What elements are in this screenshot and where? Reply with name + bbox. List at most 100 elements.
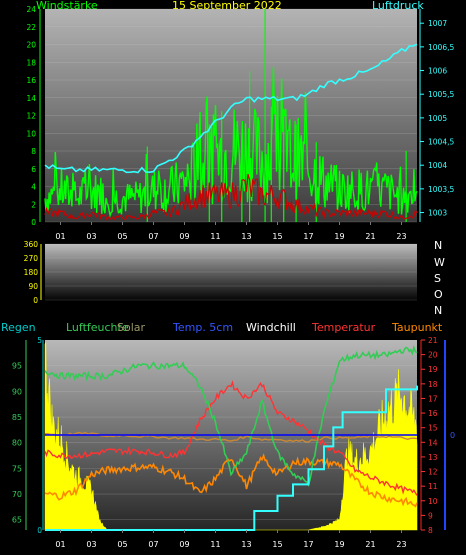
y2-tick-label: 17 xyxy=(428,394,438,403)
chart-date-title: 15 September 2022 xyxy=(172,0,282,12)
wind-series-line xyxy=(44,67,418,218)
x-tick-label: 17 xyxy=(303,540,313,549)
x-tick-label: 15 xyxy=(272,540,282,549)
x-tick-label: 13 xyxy=(241,540,251,549)
y2-tick-label: 1005,5 xyxy=(428,90,454,99)
x-tick-label: 21 xyxy=(365,232,375,241)
y-tick-label: 90 xyxy=(28,282,38,291)
rain-tick-label: 0 xyxy=(37,526,42,535)
y2-tick-label: 1006,5 xyxy=(428,43,454,52)
x-tick-label: 11 xyxy=(210,232,220,241)
x-tick-label: 07 xyxy=(148,540,158,549)
x-tick-label: 19 xyxy=(334,540,344,549)
x-tick-label: 11 xyxy=(210,540,220,549)
x-tick-label: 19 xyxy=(334,232,344,241)
x-tick-label: 23 xyxy=(396,232,406,241)
humidity-series-line xyxy=(44,344,418,487)
x-tick-label: 09 xyxy=(179,540,189,549)
y-tick-label: 20 xyxy=(26,41,36,50)
legend-temperatur: Temperatur xyxy=(312,321,376,334)
y-tick-label: 22 xyxy=(26,23,36,32)
y-tick-label: 2 xyxy=(31,200,36,209)
compass-n-top: N xyxy=(434,239,443,252)
y2-tick-label: 11 xyxy=(428,482,438,491)
y2-tick-label: 1006 xyxy=(428,67,447,76)
compass-s: S xyxy=(434,272,441,285)
y2-tick-label: 19 xyxy=(428,365,438,374)
y2-tick-label: 1004 xyxy=(428,161,447,170)
y-tick-label: 0 xyxy=(33,296,38,305)
rain-series-line xyxy=(45,385,418,531)
legend-windchill: Windchill xyxy=(246,321,296,334)
windchill-series-line xyxy=(44,453,418,508)
y2-tick-label: 13 xyxy=(428,453,438,462)
header-right-label: Luftdruck xyxy=(372,0,424,12)
y-tick-label: 360 xyxy=(24,240,39,249)
y-tick-label: 270 xyxy=(24,254,39,263)
y-tick-label: 95 xyxy=(12,362,22,371)
y-tick-label: 16 xyxy=(26,76,36,85)
compass-o: O xyxy=(434,288,443,301)
y-tick-label: 180 xyxy=(24,268,39,277)
y2-tick-label: 21 xyxy=(428,336,438,345)
legend-regen: Regen xyxy=(1,321,36,334)
x-tick-label: 07 xyxy=(148,232,158,241)
panel2-background xyxy=(45,244,417,300)
x-tick-label: 15 xyxy=(272,232,282,241)
x-tick-label: 03 xyxy=(86,540,96,549)
compass-n-bottom: N xyxy=(434,304,443,317)
y-tick-label: 70 xyxy=(12,490,22,499)
y-tick-label: 18 xyxy=(26,58,36,67)
compass-w: W xyxy=(434,256,445,269)
x-tick-label: 03 xyxy=(86,232,96,241)
y-tick-label: 85 xyxy=(12,413,22,422)
y2-tick-label: 10 xyxy=(428,497,438,506)
y-tick-label: 12 xyxy=(26,112,36,121)
y-tick-label: 65 xyxy=(12,516,22,525)
y2-tick-label: 8 xyxy=(428,526,433,535)
y2-tick-label: 1004,5 xyxy=(428,138,454,147)
legend-luftfeuchte: Luftfeuchte xyxy=(66,321,129,334)
x-tick-label: 05 xyxy=(117,540,127,549)
y2-tick-label: 12 xyxy=(428,468,438,477)
y2-tick-label: 1003 xyxy=(428,209,447,218)
legend-temp5cm: Temp. 5cm xyxy=(173,321,234,334)
header-left-label: Windstärke xyxy=(36,0,98,12)
y2-tick-label: 14 xyxy=(428,438,438,447)
x-tick-label: 05 xyxy=(117,232,127,241)
y-tick-label: 75 xyxy=(12,464,22,473)
temperature-series-line xyxy=(44,380,418,496)
y2-tick-label: 18 xyxy=(428,380,438,389)
blue-axis-tick: 0 xyxy=(450,431,455,440)
legend-solar: Solar xyxy=(117,321,146,334)
y-tick-label: 14 xyxy=(26,94,36,103)
gust-series-line xyxy=(44,174,418,221)
y2-tick-label: 20 xyxy=(428,351,438,360)
dewpoint-series-line xyxy=(44,431,418,443)
x-tick-label: 13 xyxy=(241,232,251,241)
y2-tick-label: 1007 xyxy=(428,19,447,28)
y2-tick-label: 1003,5 xyxy=(428,185,454,194)
y2-tick-label: 1005 xyxy=(428,114,447,123)
x-tick-label: 01 xyxy=(55,540,65,549)
y-tick-label: 90 xyxy=(12,387,22,396)
y-tick-label: 24 xyxy=(26,5,36,14)
y-tick-label: 0 xyxy=(31,218,36,227)
y-tick-label: 4 xyxy=(31,183,36,192)
pressure-series-line xyxy=(44,43,418,174)
x-tick-label: 01 xyxy=(55,232,65,241)
y-tick-label: 8 xyxy=(31,147,36,156)
y2-tick-label: 16 xyxy=(428,409,438,418)
x-tick-label: 21 xyxy=(365,540,375,549)
y2-tick-label: 15 xyxy=(428,424,438,433)
y-tick-label: 10 xyxy=(26,129,36,138)
y-tick-label: 6 xyxy=(31,165,36,174)
x-tick-label: 09 xyxy=(179,232,189,241)
legend-taupunkt: Taupunkt xyxy=(392,321,443,334)
x-tick-label: 17 xyxy=(303,232,313,241)
y-tick-label: 80 xyxy=(12,439,22,448)
y2-tick-label: 9 xyxy=(428,511,433,520)
rain-tick-label: 5 xyxy=(37,336,42,345)
x-tick-label: 23 xyxy=(396,540,406,549)
